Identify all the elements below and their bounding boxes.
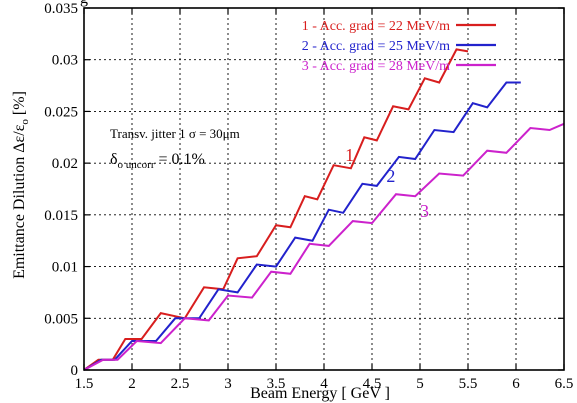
curve-label-1: 1 (345, 145, 354, 165)
x-tick-label: 4.5 (363, 376, 382, 392)
curve-label-3: 3 (420, 201, 429, 221)
y-tick-label: 0.005 (44, 311, 78, 327)
y-tick-label: 0.03 (52, 53, 78, 69)
series-line-1 (83, 48, 469, 371)
series-line-3 (83, 122, 565, 371)
legend-entry-3: 3 - Acc. grad = 28 MeV/m (302, 59, 450, 74)
delta-subscript: o uncorr (118, 159, 155, 171)
legend: 1 - Acc. grad = 22 MeV/m 2 - Acc. grad = … (302, 19, 496, 74)
y-tick-label: 0.035 (44, 1, 78, 17)
y-tick-label: 0.01 (52, 260, 78, 276)
jitter-annotation: Transv. jitter 1 σ = 30μm (110, 126, 240, 141)
y-tick-label: 0 (71, 363, 79, 379)
curve-label-2: 2 (386, 166, 395, 186)
y-axis-title-main: Emittance Dilution Δε/ε (11, 124, 28, 279)
y-tick-label: 0.025 (44, 104, 78, 120)
x-tick-label: 2 (128, 376, 136, 392)
x-tick-label: 4 (320, 376, 328, 392)
x-tick-label: 2.5 (171, 376, 190, 392)
title-partial-text: g (80, 0, 88, 7)
x-tick-label: 6.5 (555, 376, 574, 392)
x-tick-label: 3.5 (267, 376, 286, 392)
y-axis-title-sub: o (19, 119, 31, 125)
y-tick-labels: 0 0.005 0.01 0.015 0.02 0.025 0.03 0.035 (44, 1, 78, 379)
delta-symbol: δ (110, 151, 118, 168)
tick-marks (83, 7, 565, 371)
y-axis-title: Emittance Dilution Δε/εo [%] (11, 91, 31, 279)
series-group (83, 48, 565, 371)
x-tick-label: 5 (416, 376, 424, 392)
x-tick-labels: 1.5 2 2.5 3 3.5 4 4.5 5 5.5 6 6.5 (75, 376, 574, 392)
series-line-2 (83, 81, 521, 371)
y-axis-title-unit: [%] (11, 91, 28, 119)
delta-value: = 0.1% (155, 151, 205, 168)
delta-annotation: δo uncorr = 0.1% (110, 151, 205, 171)
legend-entry-2: 2 - Acc. grad = 25 MeV/m (302, 39, 450, 54)
curve-labels: 1 2 3 (345, 145, 429, 221)
legend-entry-1: 1 - Acc. grad = 22 MeV/m (302, 19, 450, 34)
grid-lines (84, 8, 564, 370)
x-tick-label: 3 (224, 376, 232, 392)
x-tick-label: 6 (512, 376, 520, 392)
y-tick-label: 0.02 (52, 156, 78, 172)
x-axis-title: Beam Energy [ GeV ] (250, 385, 390, 402)
y-tick-label: 0.015 (44, 208, 78, 224)
x-tick-label: 1.5 (75, 376, 94, 392)
x-tick-label: 5.5 (459, 376, 478, 392)
